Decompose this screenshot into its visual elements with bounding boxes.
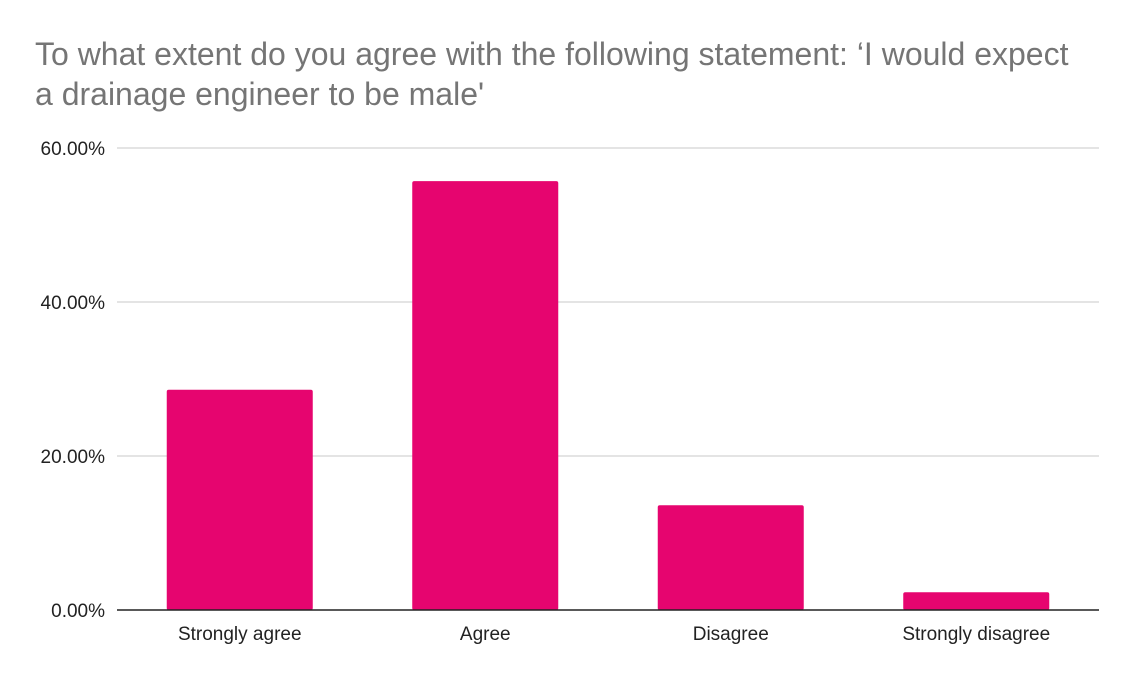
x-category-label: Agree [460,624,511,645]
y-tick-label: 20.00% [41,447,106,468]
bars [166,181,1050,611]
bar [412,181,559,611]
chart-title: To what extent do you agree with the fol… [35,36,1069,112]
x-category-label: Strongly disagree [902,624,1050,645]
y-tick-label: 60.00% [41,139,106,160]
x-axis-labels: Strongly agree Agree Disagree Strongly disa… [178,624,1050,645]
bar [166,389,313,610]
y-tick-label: 40.00% [41,293,106,314]
y-axis-ticks: 0.00% 20.00% 40.00% 60.00% [41,139,106,622]
x-category-label: Strongly agree [178,624,302,645]
bar [903,592,1050,610]
y-tick-label: 0.00% [51,601,105,622]
bar [657,505,804,610]
x-category-label: Disagree [693,624,769,645]
